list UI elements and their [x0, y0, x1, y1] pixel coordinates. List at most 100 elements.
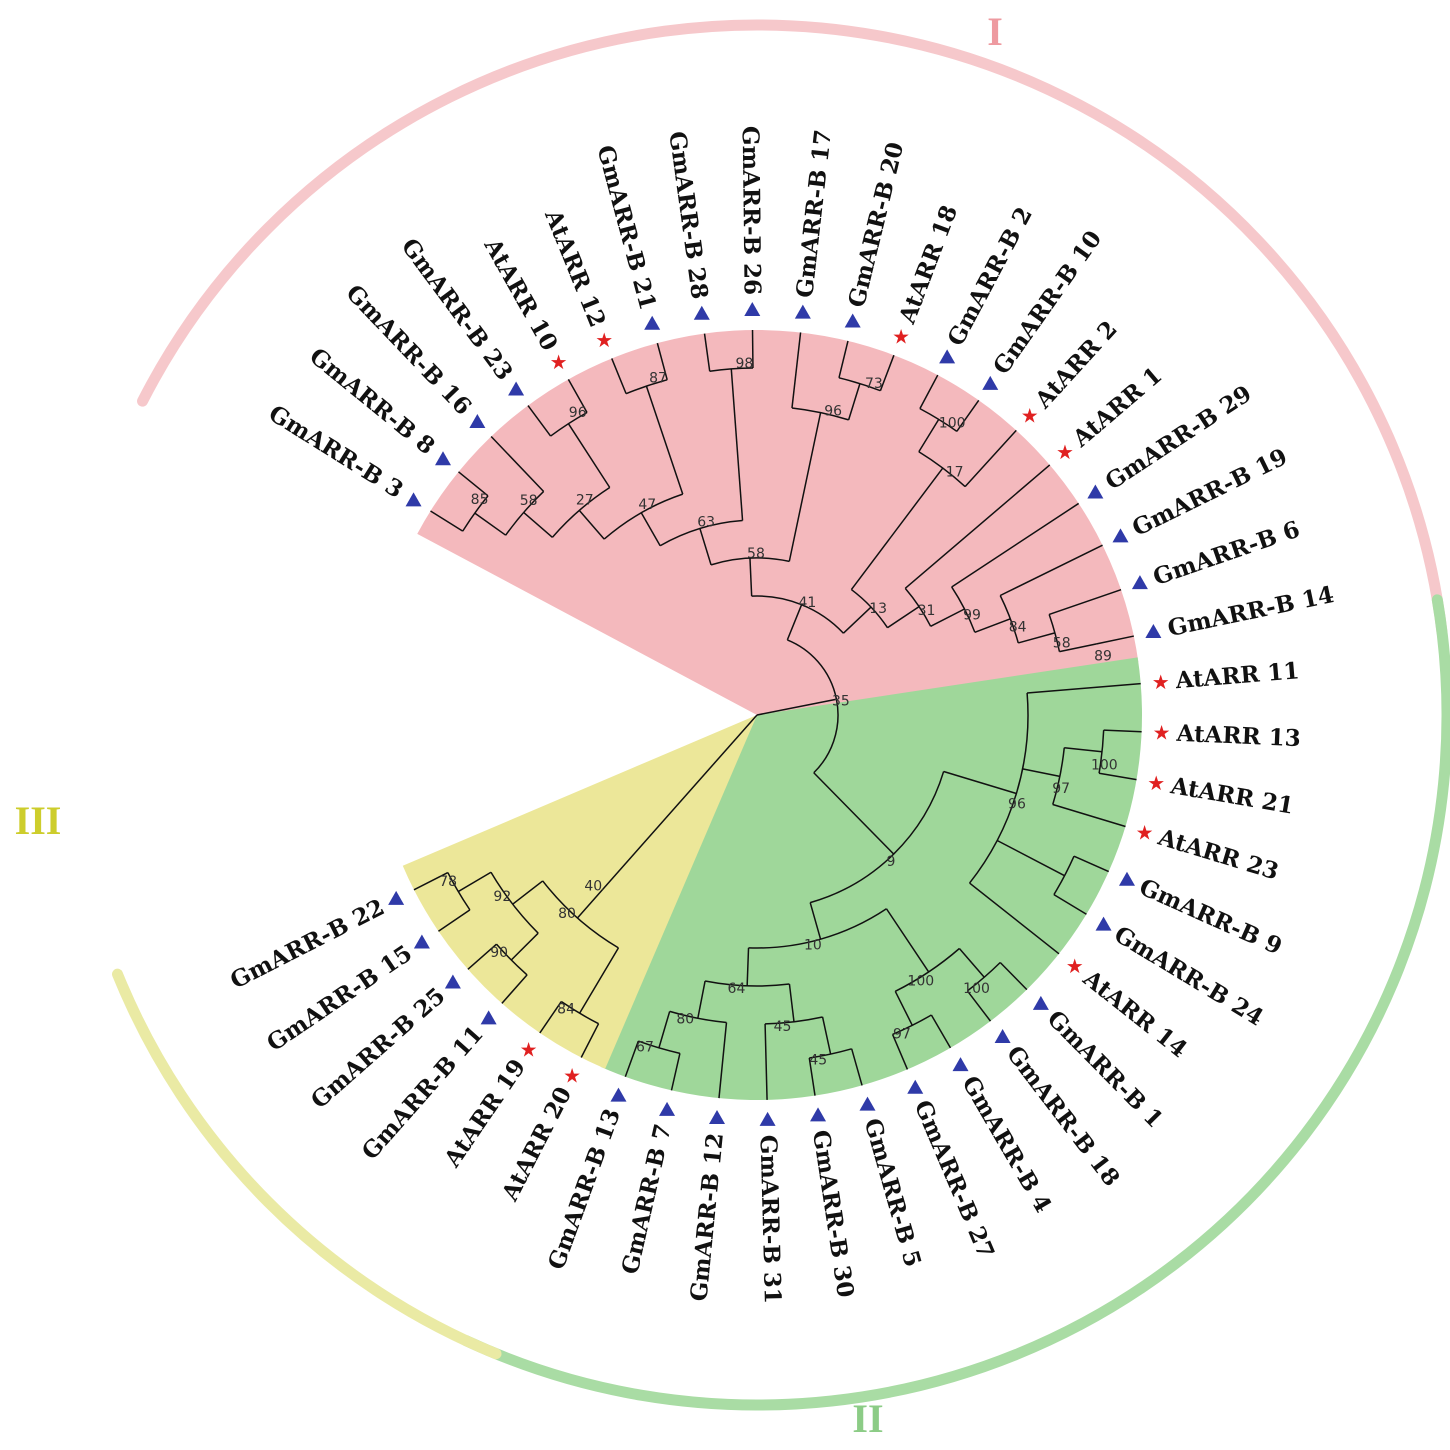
leaf-label: GmARR-B 31 [754, 1135, 785, 1305]
bootstrap-value: 58 [747, 546, 765, 562]
branch-line [699, 528, 712, 566]
triangle-marker-icon [1131, 575, 1148, 590]
triangle-marker-icon [994, 1029, 1011, 1044]
branch-line [1059, 643, 1097, 653]
bootstrap-values: 85 58 96 27 87 47 98 63 73 96 58 100 17 89 58 84 99 31 13 4… [439, 356, 1117, 1068]
bootstrap-value: 85 [471, 492, 489, 508]
branch-line [749, 558, 753, 597]
bootstrap-value: 80 [558, 906, 576, 922]
branch-line [1103, 729, 1142, 733]
leaf-markers: ★ ★ ★ ★ ★ ★ ★ ★ ★ ★ ★ ★ [388, 302, 1171, 1126]
clade-sector-III [402, 715, 757, 1069]
branch-line [576, 889, 604, 919]
branch-arc [751, 595, 844, 634]
bootstrap-value: 100 [1091, 758, 1118, 774]
tree-branches [413, 330, 1142, 1100]
triangle-marker-icon [444, 974, 461, 989]
branch-line [510, 932, 539, 961]
branch-line [951, 502, 1080, 588]
branch-line [539, 1001, 562, 1034]
branch-line [791, 332, 802, 409]
branch-line [756, 698, 837, 716]
branch-line [580, 1023, 600, 1058]
star-marker-icon: ★ [1136, 820, 1154, 844]
clade-labels: I II III [15, 9, 1003, 1441]
bootstrap-value: 10 [804, 937, 822, 953]
triangle-marker-icon [1112, 528, 1129, 543]
branch-line [891, 1034, 909, 1070]
leaf-label: GmARR-B 12 [685, 1132, 729, 1303]
branch-line [670, 1053, 681, 1091]
branch-line [943, 770, 1017, 795]
bootstrap-value: 90 [490, 945, 508, 961]
bootstrap-value: 58 [520, 493, 538, 509]
clade-arc-II [460, 594, 1450, 1411]
branch-line [1096, 635, 1134, 645]
triangle-marker-icon [434, 451, 451, 466]
triangle-marker-icon [388, 890, 405, 905]
bootstrap-value: 99 [963, 607, 981, 623]
branch-line [887, 605, 920, 629]
bootstrap-value: 80 [676, 1012, 694, 1028]
leaf-label: GmARR-B 26 [737, 126, 766, 295]
branch-line [996, 839, 1065, 877]
triangle-marker-icon [844, 313, 861, 328]
leaf-label: GmARR-B 14 [1165, 581, 1336, 642]
triangle-marker-icon [709, 1110, 726, 1125]
branch-arc [542, 880, 619, 949]
branch-line [842, 606, 872, 634]
branch-line [788, 983, 795, 1022]
branch-line [567, 423, 611, 488]
branch-line [611, 358, 627, 394]
branch-line [703, 333, 711, 372]
bootstrap-value: 45 [774, 1019, 792, 1035]
leaf-label: AtARR 11 [1174, 657, 1301, 694]
branch-line [523, 511, 553, 538]
branch-arc [490, 871, 539, 934]
branch-arc [625, 379, 668, 395]
branch-line [969, 882, 1060, 955]
star-marker-icon: ★ [1153, 721, 1171, 745]
branch-line [786, 604, 803, 641]
triangle-marker-icon [952, 1057, 969, 1072]
branch-arc [603, 493, 683, 540]
branch-line [602, 714, 758, 891]
leaf-label: AtARR 18 [893, 202, 963, 329]
bootstrap-value: 98 [736, 356, 754, 372]
branch-line [578, 947, 620, 1014]
triangle-marker-icon [693, 305, 710, 320]
leaf-label: AtARR 21 [1168, 772, 1296, 820]
branch-line [918, 419, 940, 453]
star-marker-icon: ★ [520, 1037, 538, 1061]
bootstrap-value: 64 [728, 981, 746, 997]
triangle-marker-icon [794, 304, 811, 319]
triangle-marker-icon [759, 1111, 776, 1126]
branch-line [879, 354, 895, 391]
bootstrap-value: 27 [576, 493, 594, 509]
branch-line [999, 544, 1103, 597]
branch-arc [704, 980, 790, 987]
branch-arc [551, 486, 611, 538]
triangle-marker-icon [644, 315, 661, 330]
branch-arc [659, 519, 743, 547]
branch-line [501, 974, 528, 1004]
branch-line [813, 772, 895, 855]
branch-line [966, 990, 992, 1022]
triangle-marker-icon [1087, 484, 1104, 499]
star-marker-icon: ★ [1152, 670, 1170, 694]
bootstrap-value: 17 [946, 464, 964, 480]
clade-arc-I [137, 19, 1448, 638]
branch-line [847, 383, 861, 421]
branch-line [850, 1048, 863, 1086]
branch-arc [968, 692, 1029, 884]
branch-line [474, 512, 507, 536]
triangle-marker-icon [413, 934, 430, 949]
bootstrap-value: 73 [865, 376, 883, 392]
branch-line [850, 467, 944, 590]
bootstrap-value: 67 [636, 1040, 654, 1056]
bootstrap-value: 84 [1009, 619, 1027, 635]
star-marker-icon: ★ [550, 350, 568, 374]
triangle-marker-icon [810, 1107, 827, 1122]
branch-line [645, 385, 684, 495]
branch-line [490, 435, 545, 492]
